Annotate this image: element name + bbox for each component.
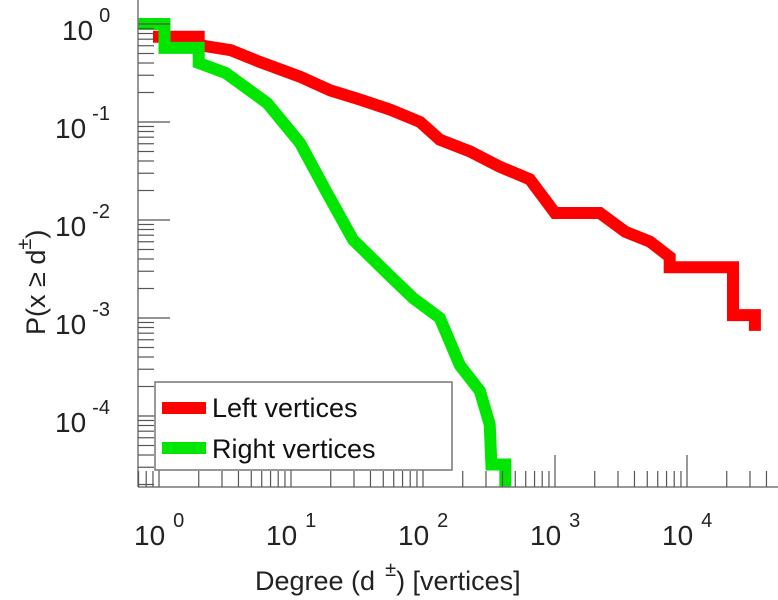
x-tick-label: 10 1 — [266, 510, 316, 551]
y-tick-exponent: -1 — [92, 103, 110, 125]
y-tick-base: 10 — [55, 407, 86, 438]
legend: Left vertices Right vertices — [154, 381, 453, 471]
y-axis-label-main: P(x ≥ d — [21, 250, 51, 335]
y-tick-label: 10 -2 — [55, 201, 110, 242]
y-tick-exponent: -4 — [92, 397, 110, 419]
x-tick-base: 10 — [134, 520, 165, 551]
x-tick-exponent: 3 — [569, 510, 580, 532]
plot-curves — [138, 18, 761, 487]
y-tick-label: 10 -4 — [55, 397, 110, 438]
y-axis-label: P(x ≥ d±) — [14, 230, 51, 335]
x-tick-exponent: 1 — [305, 510, 316, 532]
x-tick-base: 10 — [530, 520, 561, 551]
y-tick-label: 10 0 — [62, 5, 110, 46]
series-line-right-vertices — [138, 18, 512, 487]
y-tick-base: 10 — [55, 113, 86, 144]
x-tick-exponent: 2 — [437, 510, 448, 532]
y-axis-label-sup: ± — [14, 239, 36, 250]
legend-label-left: Left vertices — [212, 393, 358, 423]
x-tick-label: 10 2 — [398, 510, 448, 551]
x-tick-base: 10 — [398, 520, 429, 551]
axes — [137, 0, 778, 488]
x-tick-exponent: 4 — [701, 510, 712, 532]
y-tick-exponent: 0 — [99, 5, 110, 27]
x-axis-label-sup: ± — [385, 559, 396, 581]
y-tick-label: 10 -1 — [55, 103, 110, 144]
legend-label-right: Right vertices — [212, 434, 376, 464]
y-axis-label-tail: ) — [21, 230, 51, 239]
x-tick-label: 10 0 — [134, 510, 184, 551]
series-line-left-vertices — [153, 30, 761, 331]
x-tick-base: 10 — [266, 520, 297, 551]
legend-box — [154, 381, 453, 471]
x-tick-label: 10 3 — [530, 510, 580, 551]
y-tick-label: 10 -3 — [55, 299, 110, 340]
y-tick-base: 10 — [62, 15, 93, 46]
x-tick-label: 10 4 — [662, 510, 712, 551]
tick-labels: 10 0 10 1 10 2 10 3 10 4 10 0 10 -1 10 -2 10 -3 10 -4 — [55, 5, 712, 551]
x-tick-exponent: 0 — [173, 510, 184, 532]
y-tick-base: 10 — [55, 211, 86, 242]
y-tick-exponent: -2 — [92, 201, 110, 223]
y-tick-base: 10 — [55, 309, 86, 340]
x-axis-label: Degree (d ±) [vertices] — [255, 559, 521, 596]
x-axis-label-tail: ) [vertices] — [396, 566, 521, 596]
y-tick-exponent: -3 — [92, 299, 110, 321]
x-tick-base: 10 — [662, 520, 693, 551]
x-axis-label-main: Degree (d — [255, 566, 375, 596]
